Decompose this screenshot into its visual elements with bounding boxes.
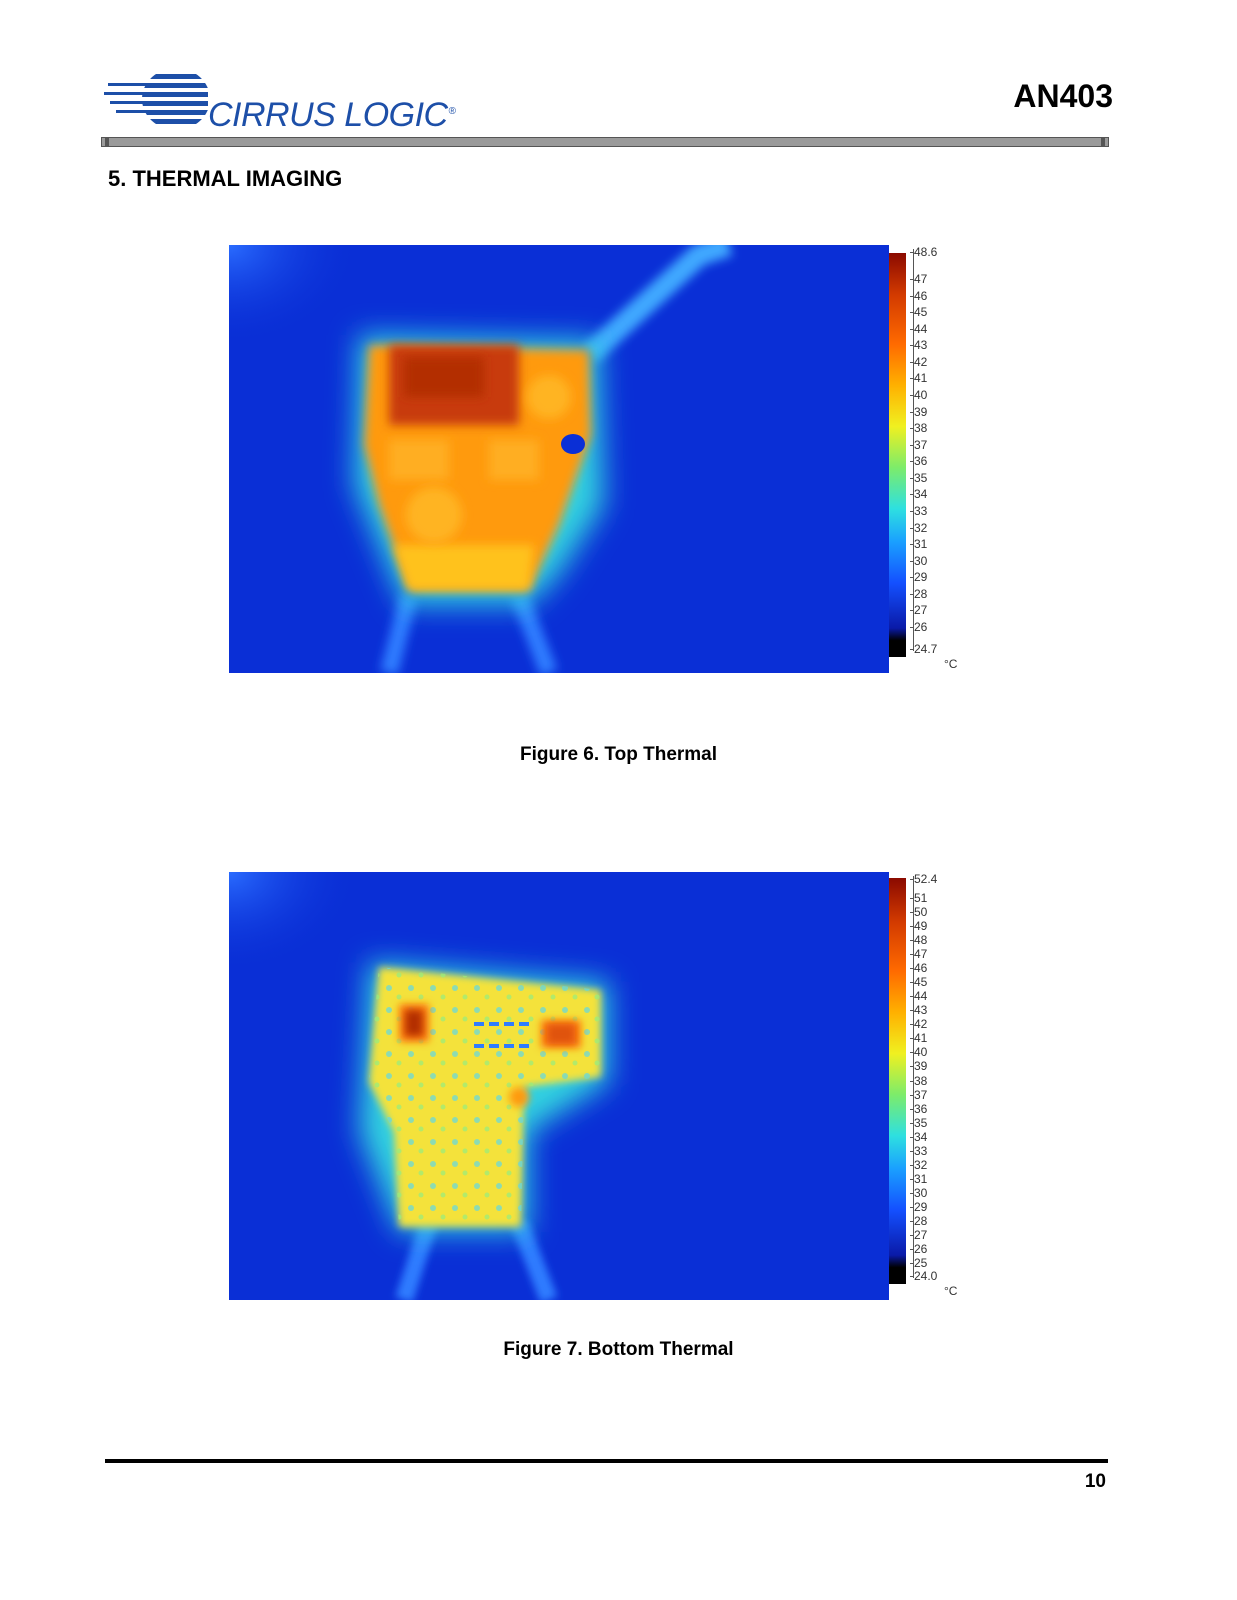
- scale-tick-label: 28: [909, 586, 928, 601]
- scale-tick-label: 36: [909, 1101, 928, 1116]
- scale-tick-label: 31: [909, 537, 928, 552]
- top-thermal-scale: 48.6 47 46 45 44 43 42 41 40 39 38 37 36 35 34 33 32 31 3…: [889, 245, 979, 685]
- logo-wordmark: CIRRUS LOGIC®: [208, 96, 456, 134]
- scale-tick-label: 30: [909, 1185, 928, 1200]
- scale-tick-label: 39: [909, 1059, 928, 1074]
- scale-tick-label: 26: [909, 1241, 928, 1256]
- scale-max-label: 48.6: [909, 245, 938, 259]
- scale-tick-label: 32: [909, 1157, 928, 1172]
- scale-tick-label: 47: [909, 272, 928, 286]
- scale-tick-label: 29: [909, 1199, 928, 1214]
- bottom-thermal-image: [229, 872, 889, 1300]
- scale-tick-label: 34: [909, 1129, 928, 1144]
- scale-tick-label: 38: [909, 1073, 928, 1088]
- scale-unit-label: °C: [944, 657, 958, 671]
- scale-tick-label: 50: [909, 905, 928, 920]
- scale-tick-label: 46: [909, 288, 928, 303]
- color-scale-bar: [889, 245, 906, 657]
- scale-tick-label: 43: [909, 1003, 928, 1018]
- scale-max-label: 52.4: [909, 872, 938, 886]
- scale-tick-label: 26: [909, 620, 928, 634]
- color-scale-bar: [889, 872, 906, 1284]
- scale-tick-label: 43: [909, 338, 928, 353]
- scale-tick-label: 44: [909, 989, 928, 1004]
- scale-tick-label: 51: [909, 891, 928, 905]
- scale-tick-label: 38: [909, 421, 928, 436]
- scale-tick-label: 39: [909, 404, 928, 419]
- scale-min-label: 24.7: [909, 642, 938, 656]
- bottom-thermal-scale: 52.4 51 50 49 48 47 46 45 44 43 42 41 40 39 38 37 36 35 3…: [889, 872, 979, 1312]
- scale-tick-label: 40: [909, 1045, 928, 1060]
- cirrus-logic-logo: CIRRUS LOGIC®: [104, 68, 456, 134]
- scale-tick-label: 33: [909, 504, 928, 518]
- figure-6-caption: Figure 6. Top Thermal: [519, 744, 718, 765]
- scale-tick-label: 34: [909, 487, 928, 502]
- document-id: AN403: [1013, 78, 1113, 114]
- scale-tick-label: 29: [909, 570, 928, 585]
- page-number: 10: [1084, 1471, 1106, 1492]
- top-thermal-image: [229, 245, 889, 673]
- scale-tick-label: 46: [909, 961, 928, 976]
- scale-tick-label: 36: [909, 454, 928, 469]
- scale-tick-label: 48: [909, 933, 928, 948]
- scale-tick-label: 45: [909, 305, 928, 320]
- scale-tick-label: 28: [909, 1213, 928, 1228]
- footer-rule: [105, 1459, 1108, 1463]
- scale-tick-label: 41: [909, 1031, 928, 1046]
- scale-tick-label: 44: [909, 321, 928, 336]
- logo-stripes-icon: [104, 74, 208, 124]
- scale-tick-label: 42: [909, 354, 928, 369]
- scale-tick-label: 37: [909, 1087, 928, 1102]
- scale-tick-label: 45: [909, 975, 928, 990]
- scale-tick-label: 49: [909, 919, 928, 934]
- scale-tick-label: 41: [909, 371, 928, 386]
- scale-tick-label: 35: [909, 1115, 928, 1130]
- header-rule: [101, 137, 1109, 147]
- scale-tick-label: 27: [909, 1227, 928, 1242]
- scale-tick-label: 42: [909, 1017, 928, 1032]
- figure-7-caption: Figure 7. Bottom Thermal: [503, 1339, 734, 1360]
- scale-tick-label: 32: [909, 520, 928, 535]
- scale-tick-label: 35: [909, 470, 928, 485]
- scale-tick-label: 27: [909, 603, 928, 618]
- scale-tick-label: 33: [909, 1143, 928, 1158]
- scale-unit-label: °C: [944, 1284, 958, 1298]
- scale-tick-label: 37: [909, 437, 928, 452]
- scale-min-label: 24.0: [909, 1269, 938, 1283]
- scale-tick-label: 47: [909, 947, 928, 962]
- scale-tick-label: 40: [909, 388, 928, 402]
- scale-tick-label: 31: [909, 1171, 928, 1186]
- scale-tick-label: 25: [909, 1256, 928, 1270]
- section-title: 5. THERMAL IMAGING: [108, 166, 343, 191]
- scale-tick-label: 30: [909, 553, 928, 568]
